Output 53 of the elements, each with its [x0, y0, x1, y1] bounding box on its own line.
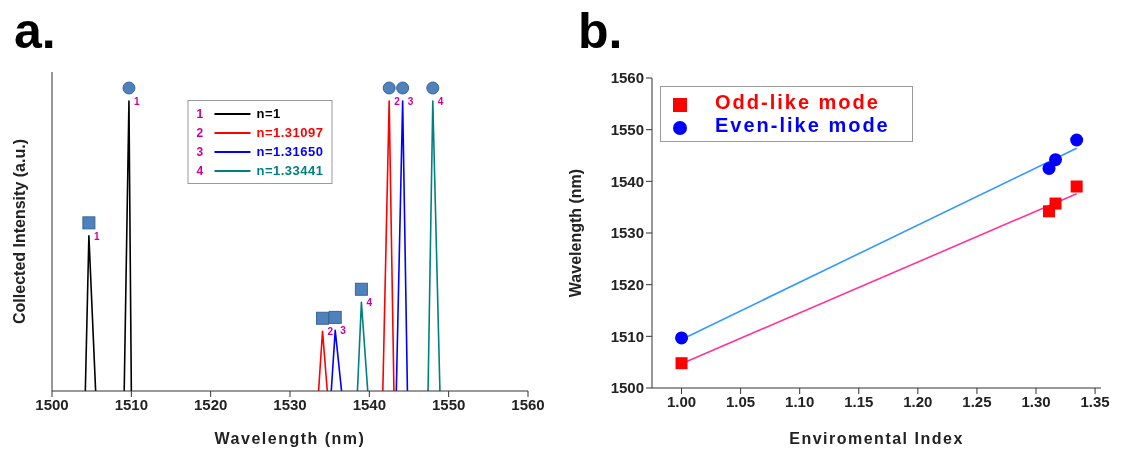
legend-label: n=1.31097	[256, 125, 324, 140]
x-tick-label: 1540	[352, 395, 387, 413]
y-tick-label: 1530	[610, 224, 644, 242]
chart-title: a.	[14, 2, 56, 60]
x-axis-title: Enviromental Index	[789, 430, 964, 447]
point	[1070, 180, 1083, 193]
legend-label: Odd-like mode	[715, 91, 880, 113]
x-tick-label: 1530	[273, 395, 307, 413]
annotation: 4	[366, 297, 373, 309]
x-tick-label: 1.25	[962, 392, 992, 410]
x-tick-label: 1560	[511, 395, 545, 413]
annotation: 2	[327, 326, 334, 338]
y-axis-title: Collected Intensity (a.u.)	[11, 139, 28, 324]
x-axis-title: Wavelength (nm)	[214, 430, 366, 447]
y-tick-label: 1500	[610, 379, 644, 397]
x-tick-label: 1520	[193, 395, 228, 413]
point	[675, 357, 688, 370]
x-tick-label: 1.05	[726, 392, 756, 410]
annotation: 3	[196, 144, 205, 159]
annotation: 1	[93, 230, 100, 242]
legend-label: n=1.33441	[256, 163, 324, 178]
x-tick-label: 1.15	[844, 392, 874, 410]
annotation: 2	[196, 125, 205, 140]
x-tick-label: 1.35	[1080, 392, 1110, 410]
x-tick-label: 1.30	[1021, 392, 1051, 410]
annotation: 1	[133, 96, 140, 107]
annotation: 1	[196, 106, 205, 121]
y-tick-label: 1510	[610, 327, 644, 345]
y-tick-label: 1540	[610, 172, 644, 190]
y-tick-label: 1520	[610, 275, 644, 293]
annotation: 2	[394, 96, 401, 107]
point	[1070, 133, 1084, 147]
x-tick-label: 1550	[431, 395, 466, 413]
y-tick-label: 1550	[610, 120, 644, 138]
x-tick-label: 1.10	[785, 392, 815, 410]
chart-title: b.	[578, 2, 623, 60]
annotation: 3	[407, 96, 414, 107]
x-tick-label: 1.20	[903, 392, 933, 410]
point	[1042, 161, 1056, 175]
y-axis-title: Wavelength (nm)	[567, 168, 584, 298]
legend-label: n=1	[256, 106, 281, 121]
legend-label: Even-like mode	[715, 114, 890, 136]
x-tick-label: 1500	[35, 395, 69, 413]
legend-label: n=1.31650	[256, 144, 324, 159]
point	[675, 331, 689, 345]
y-tick-label: 1560	[610, 69, 644, 87]
point	[1049, 197, 1062, 210]
x-tick-label: 1.00	[666, 392, 697, 410]
annotation: 4	[196, 163, 205, 178]
point	[1049, 153, 1063, 167]
x-tick-label: 1510	[114, 395, 149, 413]
annotation: 3	[340, 325, 347, 337]
annotation: 4	[437, 96, 444, 107]
